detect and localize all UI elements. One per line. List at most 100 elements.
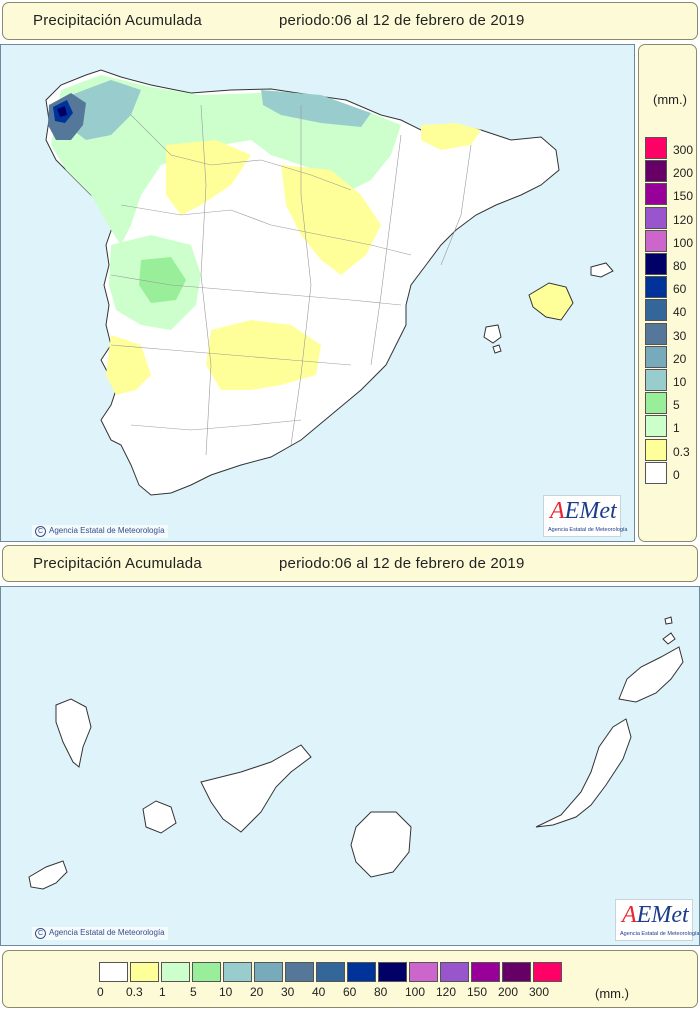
legend-h-swatch-60 — [347, 962, 376, 982]
island-tenerife — [200, 744, 312, 833]
peninsula-period: periodo:06 al 12 de febrero de 2019 — [279, 12, 525, 29]
canarias-map-svg — [28, 616, 684, 890]
precip-yellow-northeast — [421, 123, 481, 150]
legend-h-label-0.3: 0.3 — [126, 985, 143, 999]
legend-swatch-60 — [645, 276, 667, 299]
legend-swatch-20 — [645, 345, 667, 368]
legend-unit-bottom: (mm.) — [595, 986, 629, 1001]
legend-h-label-100: 100 — [405, 985, 426, 999]
island-la-gomera — [142, 800, 177, 834]
legend-h-swatch-100 — [409, 962, 438, 982]
legend-unit: (mm.) — [653, 92, 687, 107]
legend-h-label-5: 5 — [190, 985, 197, 999]
legend-label-1: 1 — [673, 421, 680, 436]
legend-h-label-300: 300 — [529, 985, 550, 999]
formentera-island — [492, 344, 502, 354]
legend-h-label-0: 0 — [97, 985, 104, 999]
map-credit-canarias: C Agencia Estatal de Meteorología — [32, 927, 168, 940]
legend-swatch-120 — [645, 206, 667, 229]
copyright-icon: C — [35, 928, 46, 939]
peninsula-map: C Agencia Estatal de Meteorología AEMet A… — [0, 44, 635, 542]
legend-label-120: 120 — [673, 212, 694, 227]
precip-yellow-south-west — [106, 335, 151, 395]
legend-swatch-10 — [645, 369, 667, 391]
legend-h-swatch-0.3 — [130, 962, 159, 982]
island-la-palma — [55, 698, 92, 768]
legend-h-swatch-80 — [378, 962, 407, 982]
legend-h-swatch-40 — [316, 962, 345, 982]
mallorca-island — [528, 282, 574, 321]
horizontal-legend: 0 0.3 1 5 10 20 30 40 60 80 100 120 150 200 300 (mm.) — [2, 950, 698, 1008]
legend-h-swatch-0 — [99, 962, 128, 982]
island-la-graciosa — [662, 632, 676, 645]
legend-h-label-40: 40 — [312, 985, 326, 999]
legend-label-5: 5 — [673, 398, 680, 413]
legend-swatch-30 — [645, 322, 667, 345]
legend-h-swatch-120 — [440, 962, 469, 982]
legend-h-label-30: 30 — [281, 985, 295, 999]
legend-label-10: 10 — [673, 375, 687, 389]
legend-label-0.3: 0.3 — [673, 444, 690, 459]
legend-label-150: 150 — [673, 189, 694, 204]
legend-swatch-40 — [645, 299, 667, 322]
legend-h-swatch-1 — [161, 962, 190, 982]
legend-label-0: 0 — [673, 467, 680, 482]
legend-label-80: 80 — [673, 259, 687, 273]
peninsula-title: Precipitación Acumulada — [33, 12, 202, 29]
legend-label-100: 100 — [673, 235, 694, 250]
legend-h-label-80: 80 — [374, 985, 388, 999]
island-lanzarote — [618, 646, 684, 703]
legend-label-300: 300 — [673, 143, 694, 157]
legend-h-swatch-200 — [502, 962, 531, 982]
island-fuerteventura — [535, 718, 632, 828]
legend-swatch-80 — [645, 253, 667, 275]
legend-h-label-20: 20 — [250, 985, 264, 999]
legend-swatch-300 — [645, 137, 667, 159]
legend-h-label-10: 10 — [219, 985, 233, 999]
legend-h-swatch-150 — [471, 962, 500, 982]
legend-swatch-1 — [645, 415, 667, 438]
map-credit: C Agencia Estatal de Meteorología — [32, 525, 168, 538]
precip-teal-north — [66, 80, 141, 140]
canarias-period: periodo:06 al 12 de febrero de 2019 — [279, 555, 525, 572]
canarias-title-bar: Precipitación Acumulada periodo:06 al 12… — [2, 545, 698, 582]
canarias-title: Precipitación Acumulada — [33, 555, 202, 572]
legend-h-label-120: 120 — [436, 985, 457, 999]
peninsula-title-bar: Precipitación Acumulada periodo:06 al 12… — [2, 2, 698, 40]
island-el-hierro — [28, 860, 68, 890]
menorca-island — [590, 262, 614, 278]
peninsula-map-svg — [45, 69, 614, 496]
copyright-icon: C — [35, 526, 46, 537]
legend-swatch-0.3 — [645, 438, 667, 461]
legend-swatch-200 — [645, 160, 667, 183]
legend-label-200: 200 — [673, 166, 694, 181]
canarias-map: C Agencia Estatal de Meteorología AEMet A… — [0, 586, 700, 946]
legend-h-swatch-300 — [533, 962, 562, 982]
legend-label-30: 30 — [673, 328, 687, 343]
legend-h-swatch-20 — [254, 962, 283, 982]
legend-label-40: 40 — [673, 305, 687, 320]
precip-yellow-center — [206, 320, 321, 390]
precip-midgreen-west — [139, 257, 186, 303]
legend-swatch-0 — [645, 461, 667, 484]
legend-label-20: 20 — [673, 351, 687, 366]
legend-label-60: 60 — [673, 282, 687, 297]
legend-h-swatch-5 — [192, 962, 221, 982]
vertical-legend: (mm.) 300 200 150 120 100 80 60 40 30 20 10 5 1 0.3 0 — [638, 44, 697, 542]
legend-h-label-200: 200 — [498, 985, 519, 999]
province-borders — [110, 104, 472, 456]
ibiza-island — [483, 324, 502, 344]
legend-swatch-100 — [645, 229, 667, 252]
precip-yellow-1 — [166, 140, 251, 215]
legend-h-swatch-30 — [285, 962, 314, 982]
legend-h-swatch-10 — [223, 962, 252, 982]
legend-h-label-150: 150 — [467, 985, 488, 999]
legend-swatch-5 — [645, 392, 667, 415]
island-gran-canaria — [350, 811, 412, 878]
precip-yellow-2 — [281, 165, 381, 275]
legend-h-label-60: 60 — [343, 985, 357, 999]
island-alegranza — [664, 616, 673, 625]
legend-swatch-150 — [645, 183, 667, 206]
precip-teal-cantabria — [261, 90, 371, 127]
precip-navy-galicia — [57, 106, 67, 117]
